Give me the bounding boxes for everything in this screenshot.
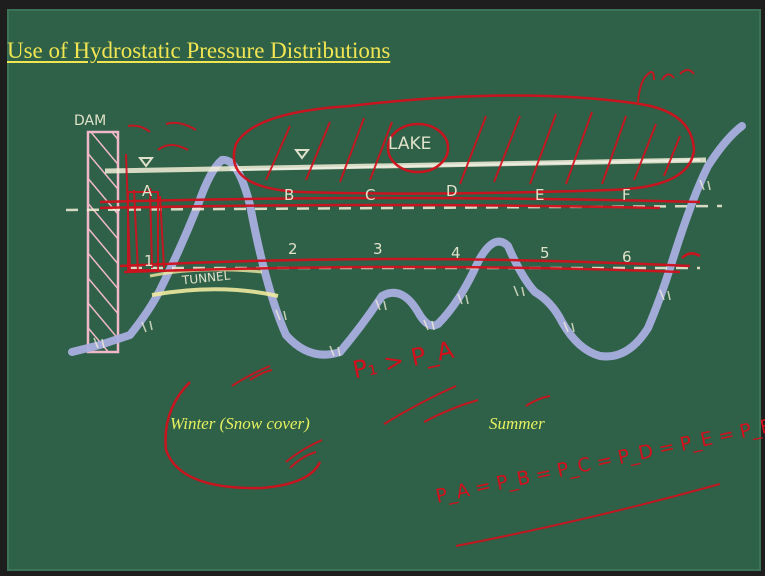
terrain-profile <box>68 122 746 361</box>
dam-side-scribbles <box>125 121 197 273</box>
slide-title: Use of Hydrostatic Pressure Distribution… <box>7 38 391 63</box>
tunnel <box>151 287 279 298</box>
point-5-label: 5 <box>540 244 550 262</box>
point-f-label: F <box>622 186 631 204</box>
point-3-label: 3 <box>373 240 383 258</box>
winter-loop <box>164 381 322 490</box>
dam <box>86 130 120 354</box>
winter-caption: Winter (Snow cover) <box>170 414 310 433</box>
free-surface-scribble <box>637 69 695 103</box>
lake-hatches <box>265 111 681 185</box>
point-e-label: E <box>535 186 545 204</box>
point-6-label: 6 <box>622 248 632 266</box>
point-c-label: C <box>365 186 376 204</box>
red-level-lines <box>99 196 701 274</box>
summer-caption: Summer <box>489 414 545 433</box>
point-1-label: 1 <box>144 252 154 270</box>
lake-outline <box>232 94 696 195</box>
ground-hatches <box>93 179 711 357</box>
board-surface <box>8 10 760 570</box>
lake-label: LAKE <box>388 134 432 154</box>
point-d-label: D <box>446 182 458 200</box>
point-a-label: A <box>142 182 153 200</box>
point-4-label: 4 <box>451 244 461 262</box>
point-b-label: B <box>284 186 295 204</box>
point-2-label: 2 <box>288 240 298 258</box>
equality-underline <box>455 483 721 547</box>
summer-marks <box>383 385 551 425</box>
water-level-marks <box>138 149 310 168</box>
dam-label: DAM <box>74 113 107 129</box>
